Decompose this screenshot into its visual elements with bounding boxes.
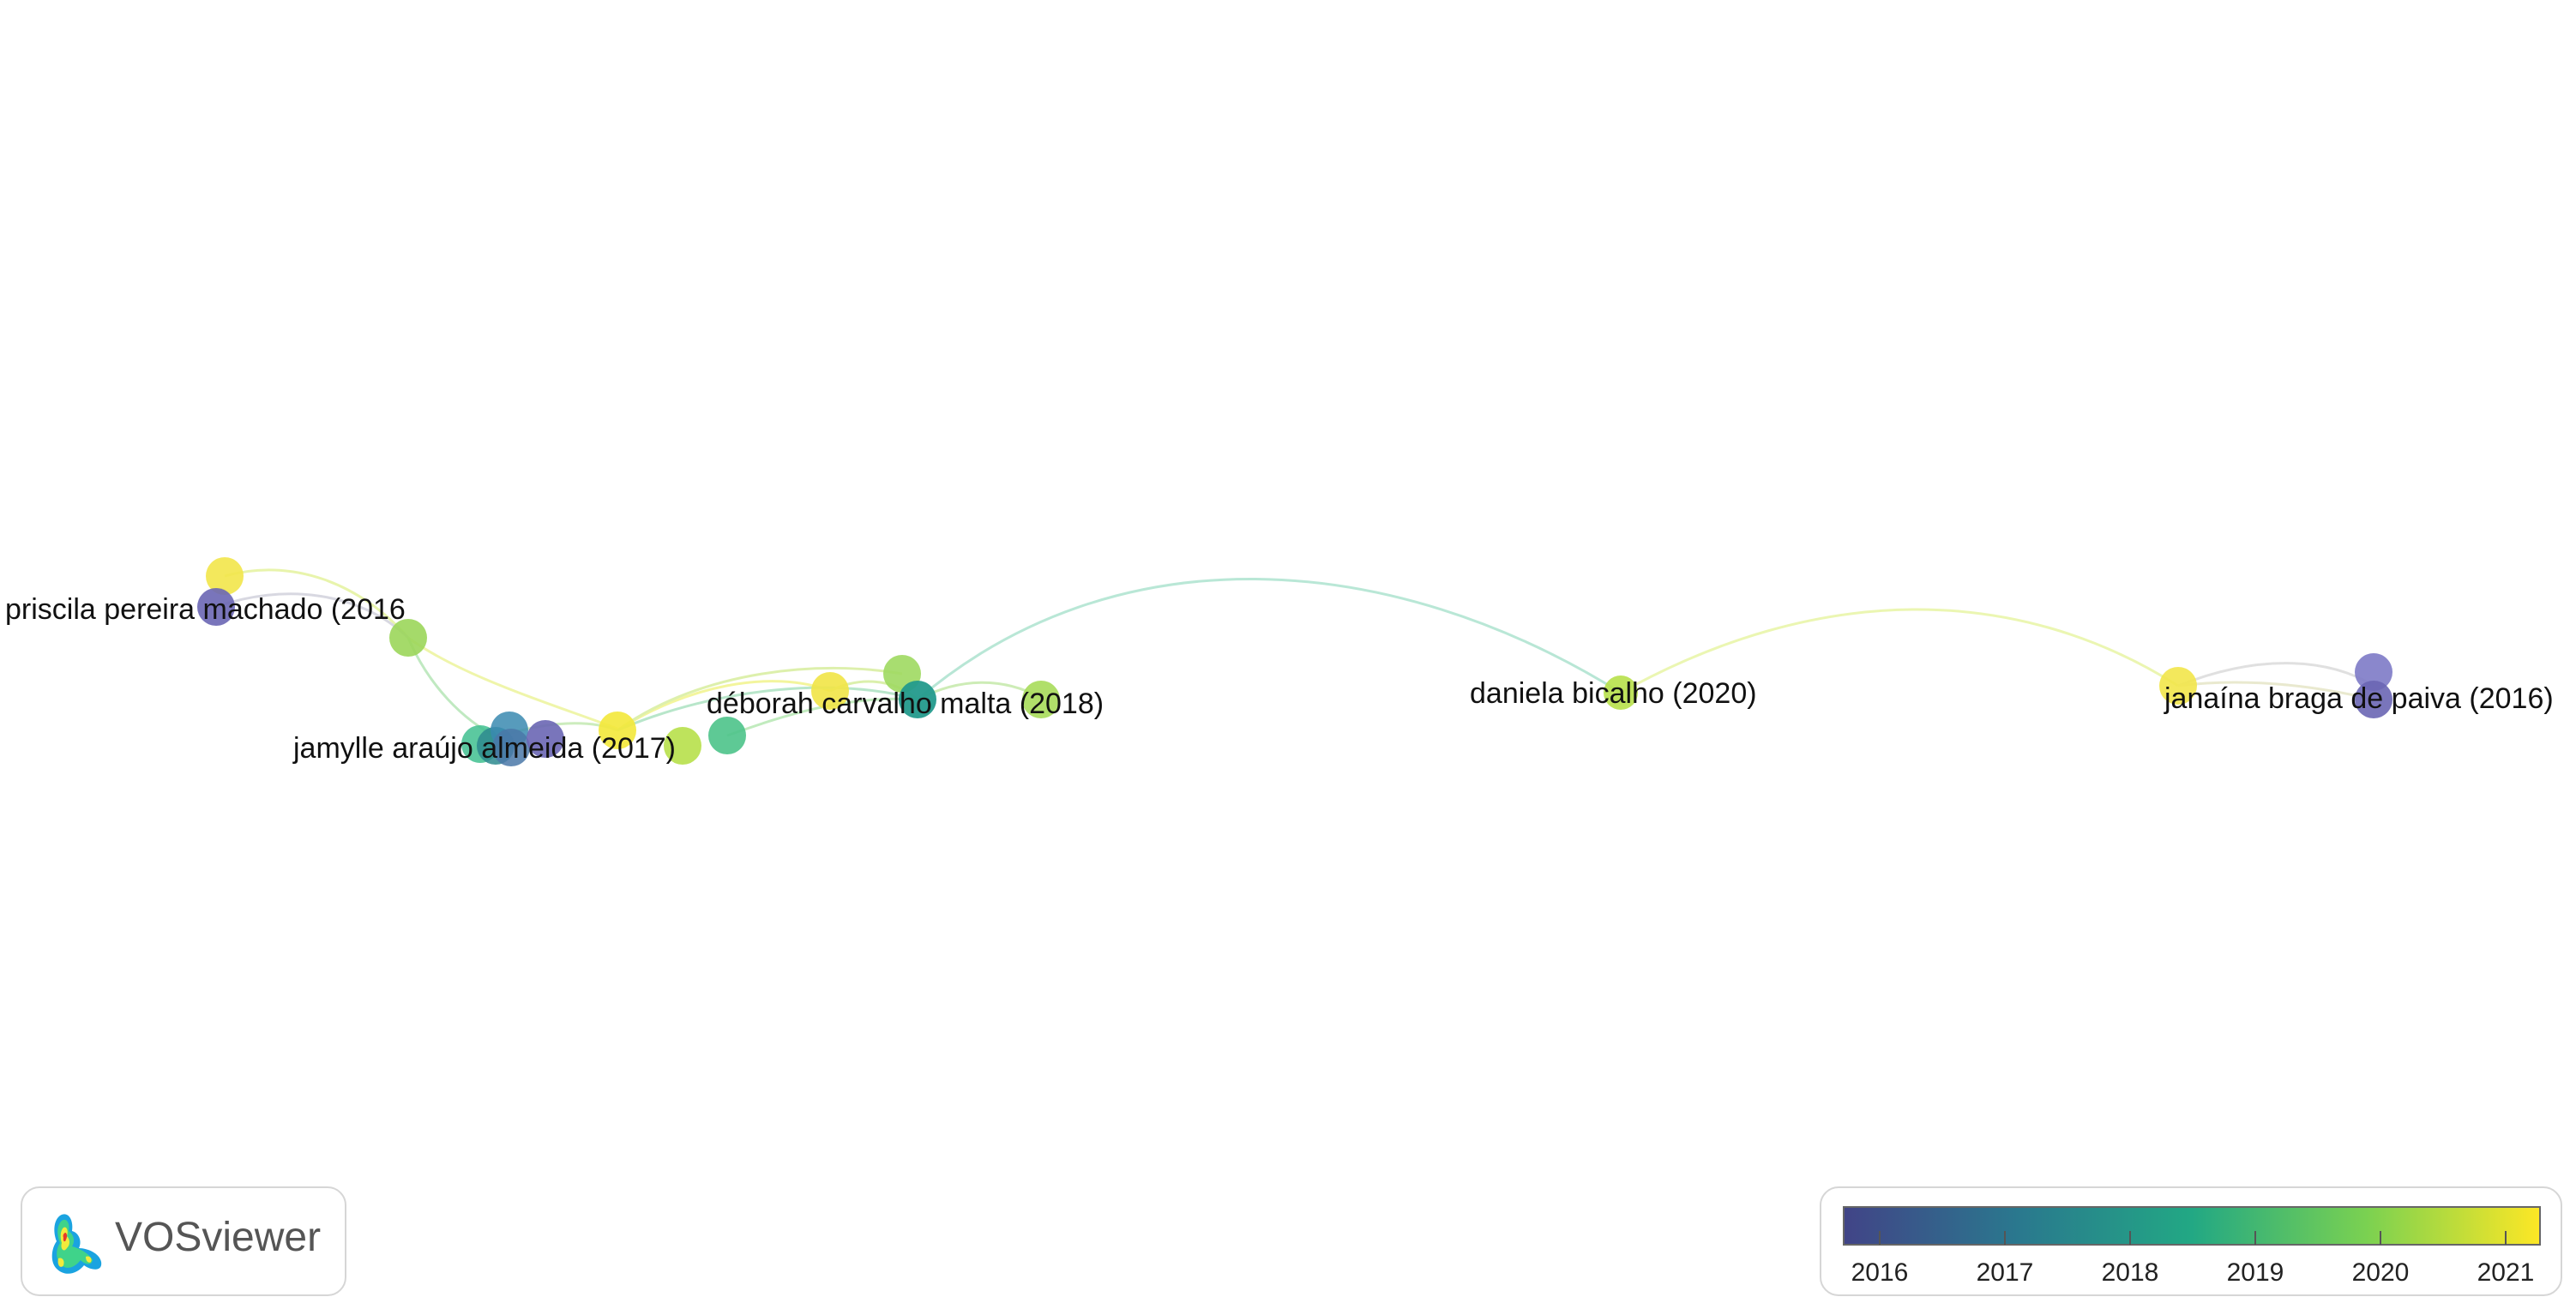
link — [917, 577, 1622, 701]
node[interactable] — [206, 557, 244, 595]
legend-tick-label: 2019 — [2227, 1258, 2284, 1287]
legend-tick-label: 2017 — [1977, 1258, 2034, 1287]
link — [2177, 681, 2374, 701]
link — [215, 592, 410, 639]
node[interactable] — [197, 588, 235, 626]
node[interactable] — [708, 717, 746, 754]
link — [617, 680, 831, 732]
node[interactable] — [492, 729, 530, 766]
node[interactable] — [1022, 681, 1060, 718]
vosviewer-logo-text: VOSviewer — [115, 1215, 322, 1260]
node-labels: priscila pereira machado (2016 déborah c… — [5, 593, 2554, 765]
node[interactable] — [1604, 676, 1638, 710]
node[interactable] — [811, 672, 849, 710]
node[interactable] — [2355, 681, 2392, 718]
color-legend: 2016 2017 2018 2019 2020 2021 — [1820, 1186, 2562, 1296]
network-nodes — [197, 557, 2392, 766]
legend-gradient-bar — [1843, 1206, 2541, 1246]
node[interactable] — [664, 727, 701, 765]
node[interactable] — [389, 619, 427, 657]
node[interactable] — [899, 681, 936, 718]
network-links — [215, 568, 2374, 739]
node[interactable] — [527, 720, 564, 758]
vosviewer-logo-icon — [51, 1214, 102, 1274]
node-label-priscila[interactable]: priscila pereira machado (2016 — [5, 593, 406, 626]
link — [1620, 608, 2179, 694]
link — [617, 666, 903, 732]
legend-tick-label: 2018 — [2102, 1258, 2159, 1287]
node-label-janaina[interactable]: janaína braga de paiva (2016) — [2164, 682, 2554, 715]
link — [407, 636, 618, 730]
node[interactable] — [2355, 653, 2392, 691]
node[interactable] — [599, 712, 636, 749]
node-label-daniela[interactable]: daniela bicalho (2020) — [1470, 677, 1757, 710]
legend-scale: 2016 2017 2018 2019 2020 2021 — [1843, 1206, 2541, 1287]
link — [224, 568, 410, 639]
node[interactable] — [2159, 667, 2197, 705]
legend-tick-label: 2016 — [1851, 1258, 1909, 1287]
vosviewer-logo-panel: VOSviewer — [21, 1186, 346, 1296]
node-label-jamylle[interactable]: jamylle araújo almeida (2017) — [292, 732, 676, 765]
link — [406, 637, 498, 739]
link — [617, 686, 918, 732]
node-label-deborah[interactable]: déborah carvalho malta (2018) — [707, 688, 1104, 720]
legend-tick-label: 2020 — [2352, 1258, 2410, 1287]
legend-tick-label: 2021 — [2477, 1258, 2535, 1287]
